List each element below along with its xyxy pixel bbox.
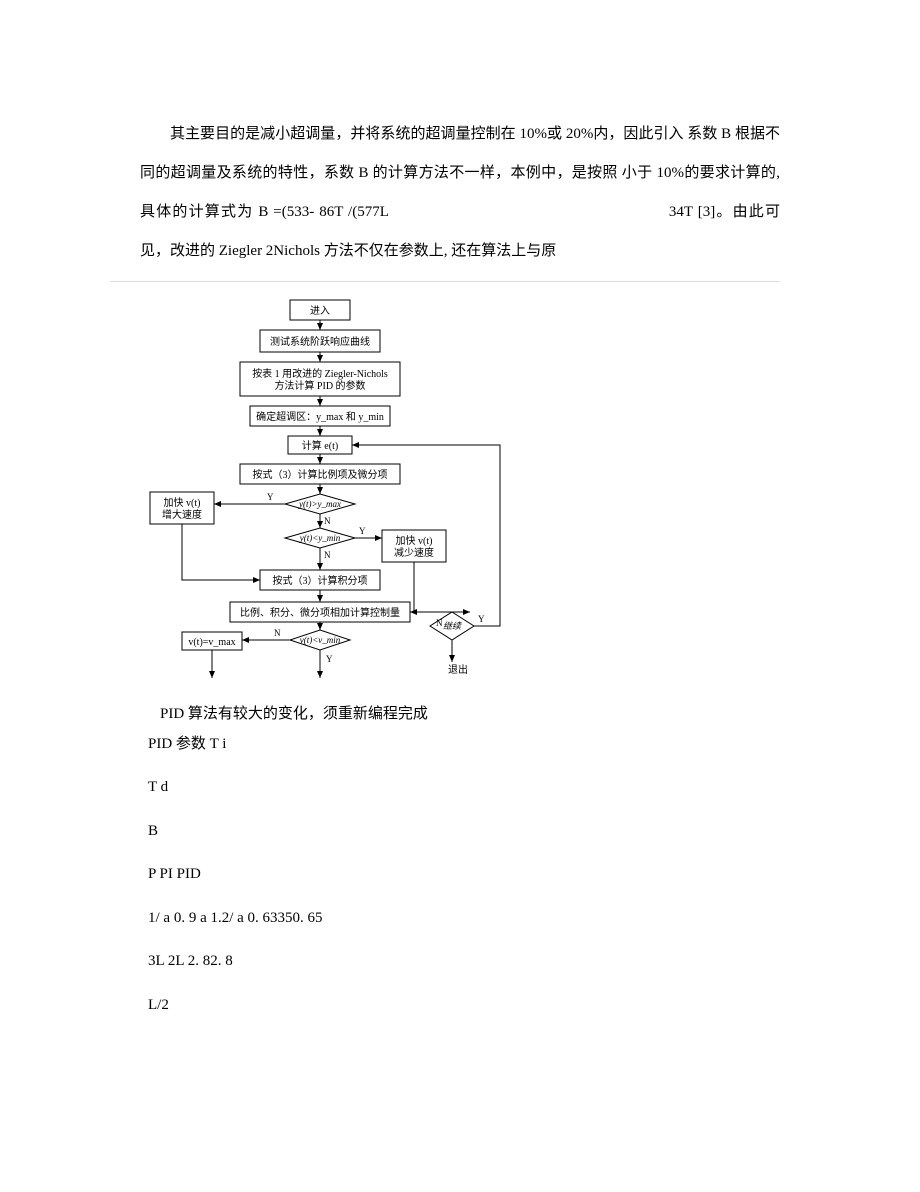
text-block: PID 算法有较大的变化，须重新编程完成 PID 参数 T i T d B P … — [140, 702, 780, 1018]
svg-text:确定超调区：y_max 和 y_min: 确定超调区：y_max 和 y_min — [256, 410, 384, 423]
svg-text:测试系统阶跃响应曲线: 测试系统阶跃响应曲线 — [270, 335, 370, 348]
svg-text:方法计算 PID 的参数: 方法计算 PID 的参数 — [274, 379, 365, 392]
svg-text:计算 e(t): 计算 e(t) — [302, 439, 338, 452]
flowchart: 进入测试系统阶跃响应曲线按表 1 用改进的 Ziegler-Nichols方法计… — [110, 290, 530, 682]
svg-text:v(t)<v_min: v(t)<v_min — [300, 635, 341, 645]
svg-text:减少速度: 减少速度 — [394, 546, 434, 559]
svg-text:进入: 进入 — [310, 305, 330, 317]
svg-text:增大速度: 增大速度 — [162, 508, 202, 521]
line-1: PID 算法有较大的变化，须重新编程完成 — [148, 702, 780, 728]
svg-text:加快 v(t): 加快 v(t) — [164, 497, 201, 509]
svg-text:比例、积分、微分项相加计算控制量: 比例、积分、微分项相加计算控制量 — [240, 606, 400, 619]
svg-text:N: N — [324, 516, 331, 526]
svg-text:y(t)<y_min: y(t)<y_min — [299, 533, 341, 543]
svg-text:继续: 继续 — [443, 621, 462, 631]
svg-text:按式（3）计算比例项及微分项: 按式（3）计算比例项及微分项 — [253, 468, 388, 481]
svg-text:v(t)=v_max: v(t)=v_max — [188, 637, 235, 648]
flowchart-container: 进入测试系统阶跃响应曲线按表 1 用改进的 Ziegler-Nichols方法计… — [110, 281, 780, 682]
line-5: P PI PID — [148, 862, 780, 888]
line-4: B — [148, 819, 780, 845]
svg-text:Y: Y — [478, 614, 485, 624]
svg-text:退出: 退出 — [448, 663, 468, 676]
svg-text:Y: Y — [359, 526, 366, 536]
svg-text:N: N — [436, 618, 443, 628]
svg-text:N: N — [274, 628, 281, 638]
paragraph-1: 其主要目的是减小超调量，并将系统的超调量控制在 10%或 20%内，因此引入 系… — [140, 115, 780, 271]
svg-text:Y: Y — [267, 492, 274, 502]
svg-text:按表 1 用改进的 Ziegler-Nichols: 按表 1 用改进的 Ziegler-Nichols — [252, 367, 388, 380]
document-page: 其主要目的是减小超调量，并将系统的超调量控制在 10%或 20%内，因此引入 系… — [0, 0, 920, 1076]
line-3: T d — [148, 775, 780, 801]
line-6: 1/ a 0. 9 a 1.2/ a 0. 63350. 65 — [148, 906, 780, 932]
line-8: L/2 — [148, 993, 780, 1019]
svg-text:Y: Y — [326, 654, 333, 664]
svg-text:N: N — [324, 550, 331, 560]
line-2: PID 参数 T i — [148, 732, 780, 758]
svg-text:y(t)>y_max: y(t)>y_max — [298, 499, 341, 509]
separator — [110, 281, 780, 282]
svg-text:按式（3）计算积分项: 按式（3）计算积分项 — [273, 574, 368, 587]
svg-text:加快 v(t): 加快 v(t) — [396, 535, 433, 547]
line-7: 3L 2L 2. 82. 8 — [148, 949, 780, 975]
